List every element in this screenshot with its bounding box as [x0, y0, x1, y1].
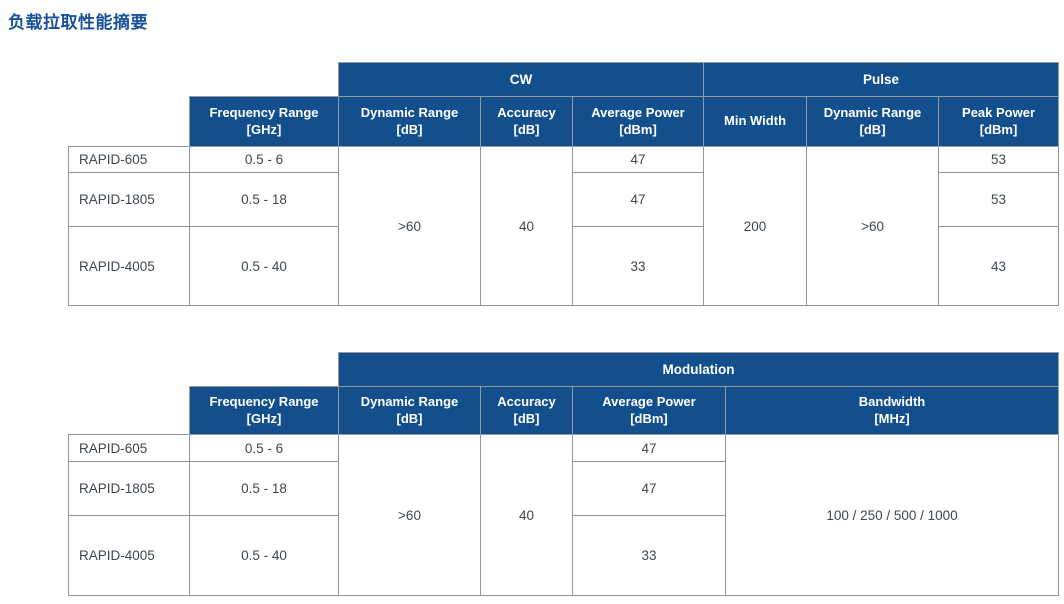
cell-accuracy-merged: 40: [480, 146, 573, 306]
cw-pulse-table: CW Pulse Frequency Range [GHz] Dynamic R…: [68, 62, 1060, 306]
cell-peak-power: 43: [938, 226, 1060, 306]
cell-model: RAPID-4005: [68, 226, 190, 306]
cell-frequency-range: 0.5 - 18: [189, 461, 339, 516]
cell-model: RAPID-605: [68, 146, 190, 173]
cell-frequency-range: 0.5 - 18: [189, 172, 339, 227]
col-header-frequency-range: Frequency Range [GHz]: [189, 96, 339, 147]
cell-average-power: 33: [571, 226, 705, 306]
cell-average-power: 47: [571, 172, 705, 227]
cell-average-power: 47: [572, 461, 726, 516]
cell-bandwidth-merged: 100 / 250 / 500 / 1000: [724, 434, 1060, 596]
group-header-cw: CW: [337, 62, 705, 97]
table-row: RAPID-4005 0.5 - 40 33: [68, 515, 1059, 596]
col-header-dynamic-range: Dynamic Range [dB]: [338, 96, 481, 147]
modulation-table: Modulation Frequency Range [GHz] Dynamic…: [68, 352, 1060, 596]
cell-model: RAPID-4005: [68, 515, 190, 596]
cell-dynamic-range-merged: >60: [338, 434, 481, 596]
group-header-pulse: Pulse: [703, 62, 1060, 97]
table-row: RAPID-4005 0.5 - 40 33 43: [68, 226, 1060, 306]
cell-pulse-dynamic-range-merged: >60: [806, 146, 940, 306]
cell-model: RAPID-1805: [68, 172, 190, 227]
cell-average-power: 47: [572, 434, 726, 462]
cell-peak-power: 53: [938, 172, 1060, 227]
col-header-pulse-dynamic-range: Dynamic Range [dB]: [806, 96, 940, 147]
cell-average-power: 47: [571, 146, 705, 173]
cell-frequency-range: 0.5 - 6: [189, 146, 339, 173]
group-header-modulation: Modulation: [337, 352, 1060, 387]
col-header-min-width: Min Width: [703, 96, 808, 147]
col-header-dynamic-range: Dynamic Range [dB]: [338, 386, 481, 435]
col-header-accuracy: Accuracy [dB]: [480, 96, 573, 147]
header-spacer: [69, 387, 190, 435]
cell-peak-power: 53: [938, 146, 1060, 173]
col-header-average-power: Average Power [dBm]: [572, 386, 726, 435]
cell-model: RAPID-1805: [68, 461, 190, 516]
cell-accuracy-merged: 40: [480, 434, 573, 596]
cell-min-width-merged: 200: [703, 146, 808, 306]
cell-dynamic-range-merged: >60: [338, 146, 481, 306]
header-spacer: [69, 353, 339, 387]
cell-frequency-range: 0.5 - 40: [189, 226, 339, 306]
cell-frequency-range: 0.5 - 6: [189, 434, 339, 462]
cell-model: RAPID-605: [68, 434, 190, 462]
cell-frequency-range: 0.5 - 40: [189, 515, 339, 596]
cell-average-power: 33: [572, 515, 726, 596]
page-title: 负载拉取性能摘要: [8, 13, 148, 32]
table-row: RAPID-1805 0.5 - 18 47 53: [68, 172, 1060, 227]
table-row: RAPID-1805 0.5 - 18 47: [68, 461, 1059, 516]
header-spacer: [69, 63, 339, 97]
table-row: RAPID-605 0.5 - 6 >60 40 47 100 / 250 / …: [68, 434, 1060, 596]
col-header-bandwidth: Bandwidth [MHz]: [724, 386, 1060, 435]
header-spacer: [69, 97, 190, 147]
col-header-peak-power: Peak Power [dBm]: [938, 96, 1060, 147]
table-row: RAPID-605 0.5 - 6 >60 40 47 200 >60 53: [68, 146, 1060, 306]
col-header-frequency-range: Frequency Range [GHz]: [189, 386, 339, 435]
col-header-accuracy: Accuracy [dB]: [480, 386, 573, 435]
col-header-average-power: Average Power [dBm]: [571, 96, 705, 147]
